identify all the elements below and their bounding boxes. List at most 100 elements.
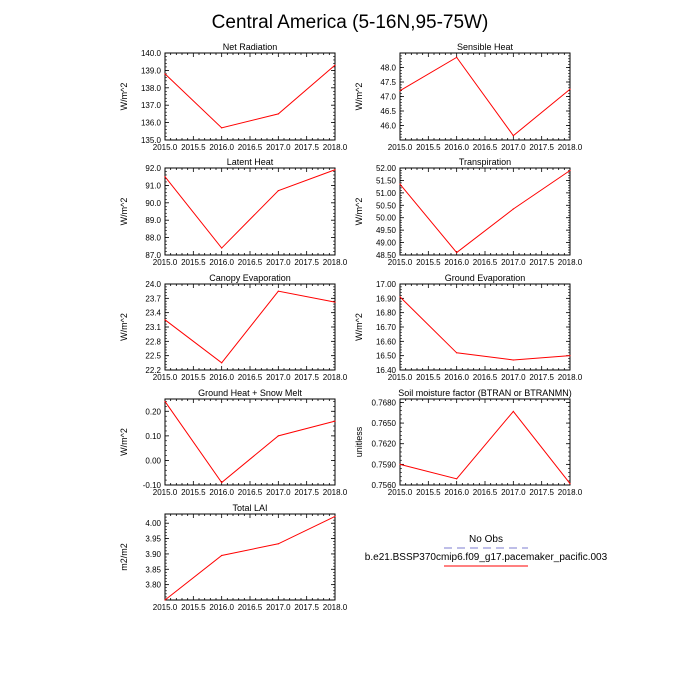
- panel-title: Net Radiation: [223, 42, 278, 52]
- x-tick-label: 2017.0: [501, 143, 526, 152]
- y-tick-label: 0.7680: [372, 398, 397, 407]
- panel-title: Sensible Heat: [457, 42, 514, 52]
- x-tick-label: 2018.0: [558, 258, 583, 267]
- y-axis-label: unitless: [354, 426, 364, 457]
- y-tick-label: 0.20: [145, 407, 161, 416]
- y-tick-label: 89.0: [145, 216, 161, 225]
- y-tick-label: 49.50: [376, 226, 397, 235]
- x-tick-label: 2015.0: [388, 488, 413, 497]
- panel-title: Soil moisture factor (BTRAN or BTRANMN): [398, 388, 572, 398]
- data-point: [456, 352, 458, 354]
- panel-4: Transpiration W/m^2 2015.0 2015.5 2016.0 2016…: [354, 157, 583, 267]
- y-tick-label: 16.80: [376, 309, 397, 318]
- y-tick-label: -0.10: [143, 481, 162, 490]
- y-tick-label: 22.8: [145, 337, 161, 346]
- data-point: [334, 169, 336, 171]
- x-tick-label: 2016.5: [473, 488, 498, 497]
- y-tick-label: 92.0: [145, 164, 161, 173]
- plot-frame: [399, 398, 571, 486]
- x-tick-label: 2016.5: [473, 258, 498, 267]
- x-tick-label: 2018.0: [558, 373, 583, 382]
- y-tick-label: 46.0: [380, 122, 396, 131]
- x-tick-label: 2015.0: [153, 373, 178, 382]
- y-tick-label: 23.1: [145, 323, 161, 332]
- x-tick-label: 2015.5: [181, 373, 206, 382]
- data-point: [221, 127, 223, 129]
- panel-8: Soil moisture factor (BTRAN or BTRANMN) u…: [354, 388, 583, 497]
- plot-frame: [164, 513, 336, 601]
- y-tick-label: 137.0: [141, 101, 162, 110]
- data-point: [277, 113, 279, 115]
- x-tick-label: 2018.0: [323, 603, 348, 612]
- plot-frame: [399, 283, 571, 371]
- y-tick-label: 23.7: [145, 294, 161, 303]
- data-point: [512, 410, 514, 412]
- x-tick-label: 2017.0: [266, 143, 291, 152]
- panel-title: Transpiration: [459, 157, 511, 167]
- data-point: [277, 190, 279, 192]
- y-tick-label: 0.7620: [372, 440, 397, 449]
- series-line: [399, 56, 571, 137]
- x-tick-label: 2017.0: [266, 603, 291, 612]
- y-tick-label: 16.40: [376, 366, 397, 375]
- y-tick-label: 46.5: [380, 107, 396, 116]
- plot-frame: [164, 52, 336, 141]
- y-tick-label: 3.90: [145, 550, 161, 559]
- x-tick-label: 2016.0: [444, 143, 469, 152]
- x-tick-label: 2017.5: [529, 488, 554, 497]
- y-tick-label: 47.5: [380, 78, 396, 87]
- x-tick-label: 2017.0: [501, 258, 526, 267]
- x-tick-label: 2015.5: [416, 143, 441, 152]
- y-tick-label: 140.0: [141, 49, 162, 58]
- x-tick-label: 2017.5: [294, 258, 319, 267]
- data-point: [512, 208, 514, 210]
- legend: No Obs b.e21.BSSP370cmip6.f09_g17.pacema…: [365, 534, 608, 567]
- x-tick-label: 2017.5: [529, 258, 554, 267]
- data-point: [334, 420, 336, 422]
- x-tick-label: 2018.0: [558, 488, 583, 497]
- x-tick-label: 2015.0: [153, 258, 178, 267]
- x-tick-label: 2015.0: [388, 143, 413, 152]
- panel-title: Total LAI: [232, 503, 267, 513]
- x-tick-label: 2017.0: [266, 258, 291, 267]
- series-line: [164, 516, 336, 601]
- y-tick-label: 16.60: [376, 337, 397, 346]
- data-point: [456, 251, 458, 254]
- y-tick-label: 0.7560: [372, 481, 397, 490]
- plot-frame: [399, 167, 571, 256]
- data-point: [164, 599, 166, 601]
- x-tick-label: 2018.0: [323, 143, 348, 152]
- x-tick-label: 2015.5: [416, 488, 441, 497]
- y-tick-label: 22.2: [145, 366, 161, 375]
- x-tick-label: 2015.0: [153, 603, 178, 612]
- y-tick-label: 16.50: [376, 352, 397, 361]
- panel-title: Canopy Evaporation: [209, 273, 291, 283]
- y-tick-label: 50.50: [376, 201, 397, 210]
- data-point: [456, 478, 458, 480]
- data-point: [221, 362, 223, 364]
- x-tick-label: 2016.0: [444, 373, 469, 382]
- y-tick-label: 88.0: [145, 234, 161, 243]
- y-tick-label: 51.50: [376, 176, 397, 185]
- y-tick-label: 3.95: [145, 535, 161, 544]
- x-tick-label: 2016.0: [209, 373, 234, 382]
- y-tick-label: 0.10: [145, 432, 161, 441]
- x-tick-label: 2017.0: [501, 488, 526, 497]
- data-point: [456, 56, 458, 58]
- x-tick-label: 2016.0: [444, 488, 469, 497]
- y-tick-label: 51.00: [376, 189, 397, 198]
- y-axis-label: W/m^2: [119, 83, 129, 111]
- panel-1: Net Radiation W/m^2 2015.0 2015.5 2016.0 2016…: [119, 42, 348, 152]
- y-tick-label: 48.0: [380, 64, 396, 73]
- data-point: [399, 296, 401, 298]
- y-tick-label: 22.5: [145, 352, 161, 361]
- x-tick-label: 2016.5: [238, 258, 263, 267]
- x-tick-label: 2015.5: [416, 258, 441, 267]
- y-tick-label: 139.0: [141, 66, 162, 75]
- y-tick-label: 87.0: [145, 251, 161, 260]
- y-axis-label: m2/m2: [119, 543, 129, 571]
- y-tick-label: 23.4: [145, 309, 161, 318]
